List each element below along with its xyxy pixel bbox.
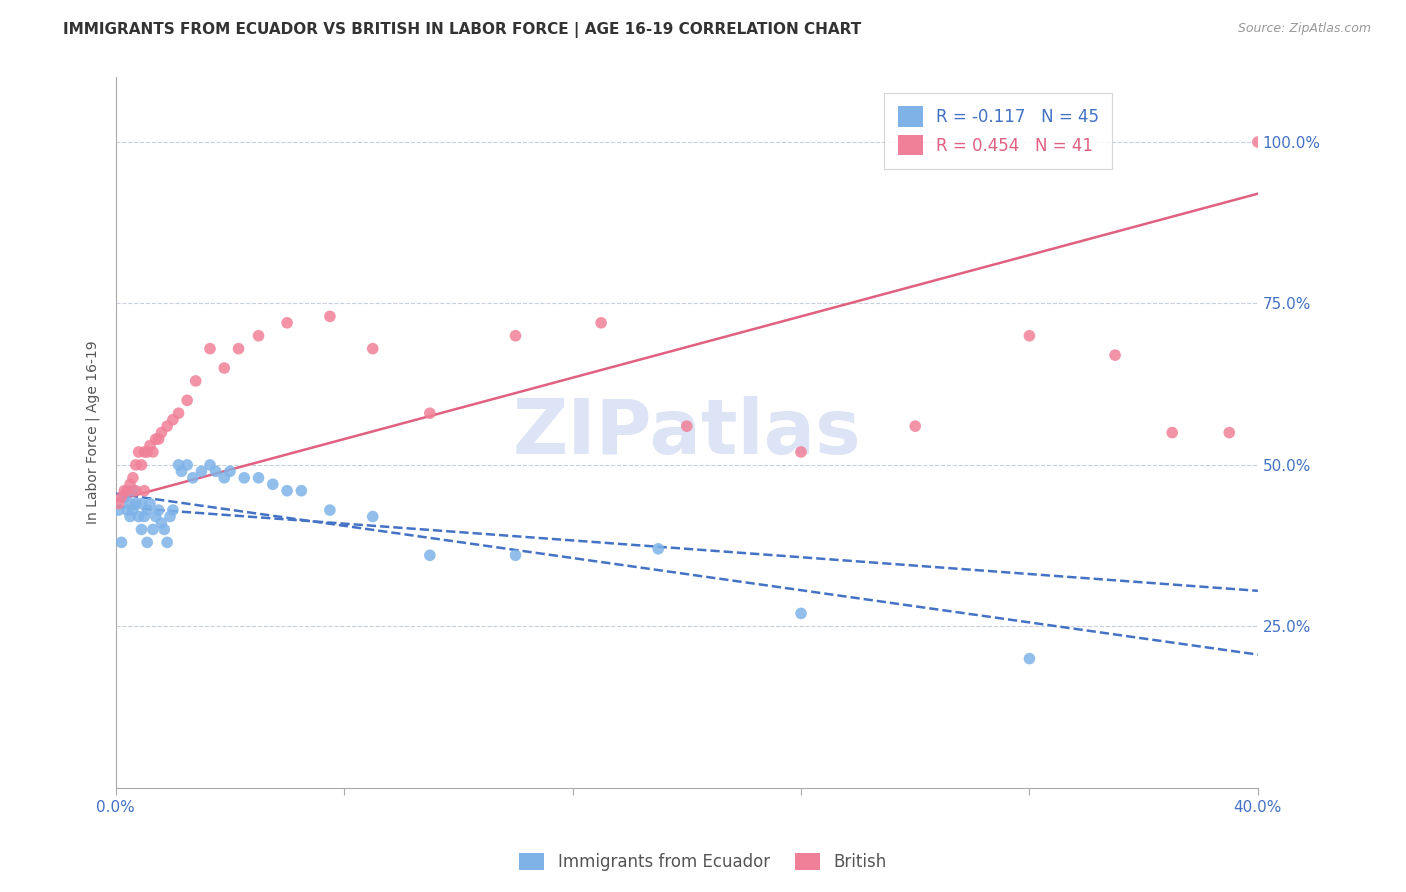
Point [110,490,132,504]
Point [148,432,170,446]
Point [148,503,170,517]
Point [136,535,159,549]
Point [319,310,342,324]
Point [675,419,697,434]
Point [136,503,159,517]
Point [150,425,173,440]
Point [128,509,150,524]
Point [904,419,927,434]
Point [159,509,181,524]
Text: Source: ZipAtlas.com: Source: ZipAtlas.com [1237,22,1371,36]
Point [290,483,312,498]
Point [139,497,162,511]
Point [125,458,148,472]
Point [1018,328,1040,343]
Point [214,471,236,485]
Point [361,342,384,356]
Point [247,328,270,343]
Point [591,316,613,330]
Point [131,458,153,472]
Point [198,458,221,472]
Point [145,432,167,446]
Point [170,464,193,478]
Point [107,497,129,511]
Point [319,503,342,517]
Point [204,464,226,478]
Point [647,541,669,556]
Point [125,497,148,511]
Point [176,458,198,472]
Point [112,490,135,504]
Point [790,445,813,459]
Point [1018,651,1040,665]
Point [505,549,527,563]
Point [125,483,148,498]
Point [162,412,184,426]
Legend: Immigrants from Ecuador, British: Immigrants from Ecuador, British [512,845,894,880]
Point [214,361,236,376]
Point [142,445,165,459]
Point [115,503,138,517]
Point [128,445,150,459]
Point [118,509,141,524]
Text: ZIPatlas: ZIPatlas [513,395,860,469]
Legend: R = -0.117   N = 45, R = 0.454   N = 41: R = -0.117 N = 45, R = 0.454 N = 41 [884,93,1112,169]
Point [131,497,153,511]
Point [150,516,173,530]
Point [262,477,284,491]
Point [505,328,527,343]
Point [1104,348,1126,362]
Point [228,342,250,356]
Point [115,483,138,498]
Point [361,509,384,524]
Point [156,535,179,549]
Point [134,509,156,524]
Point [153,523,176,537]
Point [219,464,242,478]
Point [276,483,298,498]
Point [110,535,132,549]
Point [139,438,162,452]
Point [790,607,813,621]
Point [1247,135,1270,149]
Point [145,509,167,524]
Text: IMMIGRANTS FROM ECUADOR VS BRITISH IN LABOR FORCE | AGE 16-19 CORRELATION CHART: IMMIGRANTS FROM ECUADOR VS BRITISH IN LA… [63,22,862,38]
Point [167,458,190,472]
Point [122,503,145,517]
Point [142,523,165,537]
Point [1161,425,1184,440]
Point [276,316,298,330]
Point [1218,425,1240,440]
Point [112,483,135,498]
Point [107,503,129,517]
Point [190,464,212,478]
Point [131,523,153,537]
Point [181,471,204,485]
Point [184,374,207,388]
Point [134,483,156,498]
Point [419,549,441,563]
Point [156,419,179,434]
Point [176,393,198,408]
Point [198,342,221,356]
Point [162,503,184,517]
Point [247,471,270,485]
Y-axis label: In Labor Force | Age 16-19: In Labor Force | Age 16-19 [86,341,100,524]
Point [122,471,145,485]
Point [118,497,141,511]
Point [118,477,141,491]
Point [122,483,145,498]
Point [419,406,441,420]
Point [136,445,159,459]
Point [233,471,256,485]
Point [134,445,156,459]
Point [167,406,190,420]
